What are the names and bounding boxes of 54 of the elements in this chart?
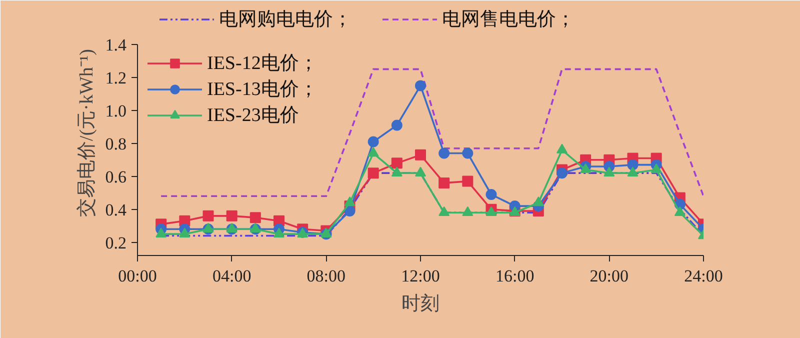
point — [486, 206, 497, 216]
x-tick-label: 24:00 — [684, 266, 723, 286]
point — [604, 166, 615, 176]
point — [438, 177, 450, 188]
x-axis-title: 时刻 — [402, 292, 440, 314]
point — [532, 196, 544, 206]
x-tick-label: 12:00 — [401, 266, 440, 286]
legend-label: IES-23电价 — [207, 104, 299, 128]
legend-label: IES-12电价； — [207, 52, 318, 76]
point — [415, 149, 426, 160]
x-tick-label: 08:00 — [306, 266, 346, 286]
point — [344, 205, 356, 216]
x-tick-label: 00:00 — [118, 266, 157, 286]
point — [368, 147, 379, 157]
point — [580, 164, 592, 174]
point — [274, 228, 284, 238]
point — [556, 168, 568, 179]
y-tick-label: 0.2 — [105, 233, 126, 252]
x-tick-label: 16:00 — [495, 266, 534, 286]
point — [415, 166, 426, 176]
point — [486, 189, 497, 200]
y-tick-label: 0.8 — [105, 134, 126, 154]
point — [368, 136, 379, 148]
y-tick-label: 1.4 — [105, 35, 127, 54]
point — [391, 166, 402, 176]
point — [250, 212, 261, 224]
y-tick-label: 0.6 — [105, 167, 126, 186]
point — [156, 228, 167, 238]
point — [438, 206, 450, 216]
point — [627, 159, 638, 170]
point — [556, 144, 568, 154]
point — [226, 210, 238, 222]
point — [391, 158, 402, 169]
y-tick-label: 0.4 — [105, 200, 127, 220]
point — [462, 148, 474, 159]
point — [202, 210, 214, 222]
x-tick-label: 04:00 — [212, 266, 252, 286]
legend-label: IES-13电价； — [207, 78, 318, 102]
point — [650, 164, 662, 174]
point — [462, 206, 474, 216]
point — [391, 120, 402, 131]
point — [179, 228, 190, 238]
point — [415, 80, 426, 92]
y-tick-label: 1.0 — [105, 101, 126, 120]
point — [462, 176, 474, 187]
point — [320, 228, 332, 238]
x-tick-label: 20:00 — [590, 266, 629, 286]
point — [438, 148, 450, 159]
point — [344, 196, 356, 206]
point — [368, 168, 379, 179]
y-axis-title: 交易电价/(元·kWh⁻¹) — [75, 49, 98, 217]
y-tick-label: 1.2 — [105, 68, 126, 88]
point — [627, 166, 638, 176]
point — [674, 206, 686, 216]
